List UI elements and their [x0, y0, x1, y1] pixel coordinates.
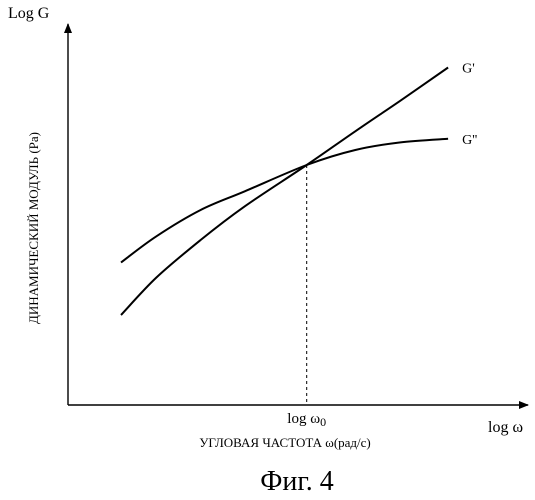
x-axis-label: УГЛОВАЯ ЧАСТОТА ω(рад/с)	[199, 435, 371, 450]
series-line-g-prime	[121, 68, 448, 316]
series-line-g-double-prime	[121, 139, 448, 263]
y-axis-title: Log G	[8, 5, 50, 22]
series-label-g-prime: G'	[462, 62, 475, 77]
crossover-tick-label-subscript: 0	[320, 415, 326, 429]
y-axis-label: ДИНАМИЧЕСКИЙ МОДУЛЬ (Pa)	[26, 132, 41, 324]
series-label-g-double-prime: G''	[462, 133, 477, 148]
crossover-tick-label: log ω0	[287, 411, 326, 429]
crossover-tick-label-main: log ω	[287, 411, 320, 427]
figure-caption: Фиг. 4	[260, 466, 333, 497]
x-axis-title: log ω	[488, 419, 523, 436]
